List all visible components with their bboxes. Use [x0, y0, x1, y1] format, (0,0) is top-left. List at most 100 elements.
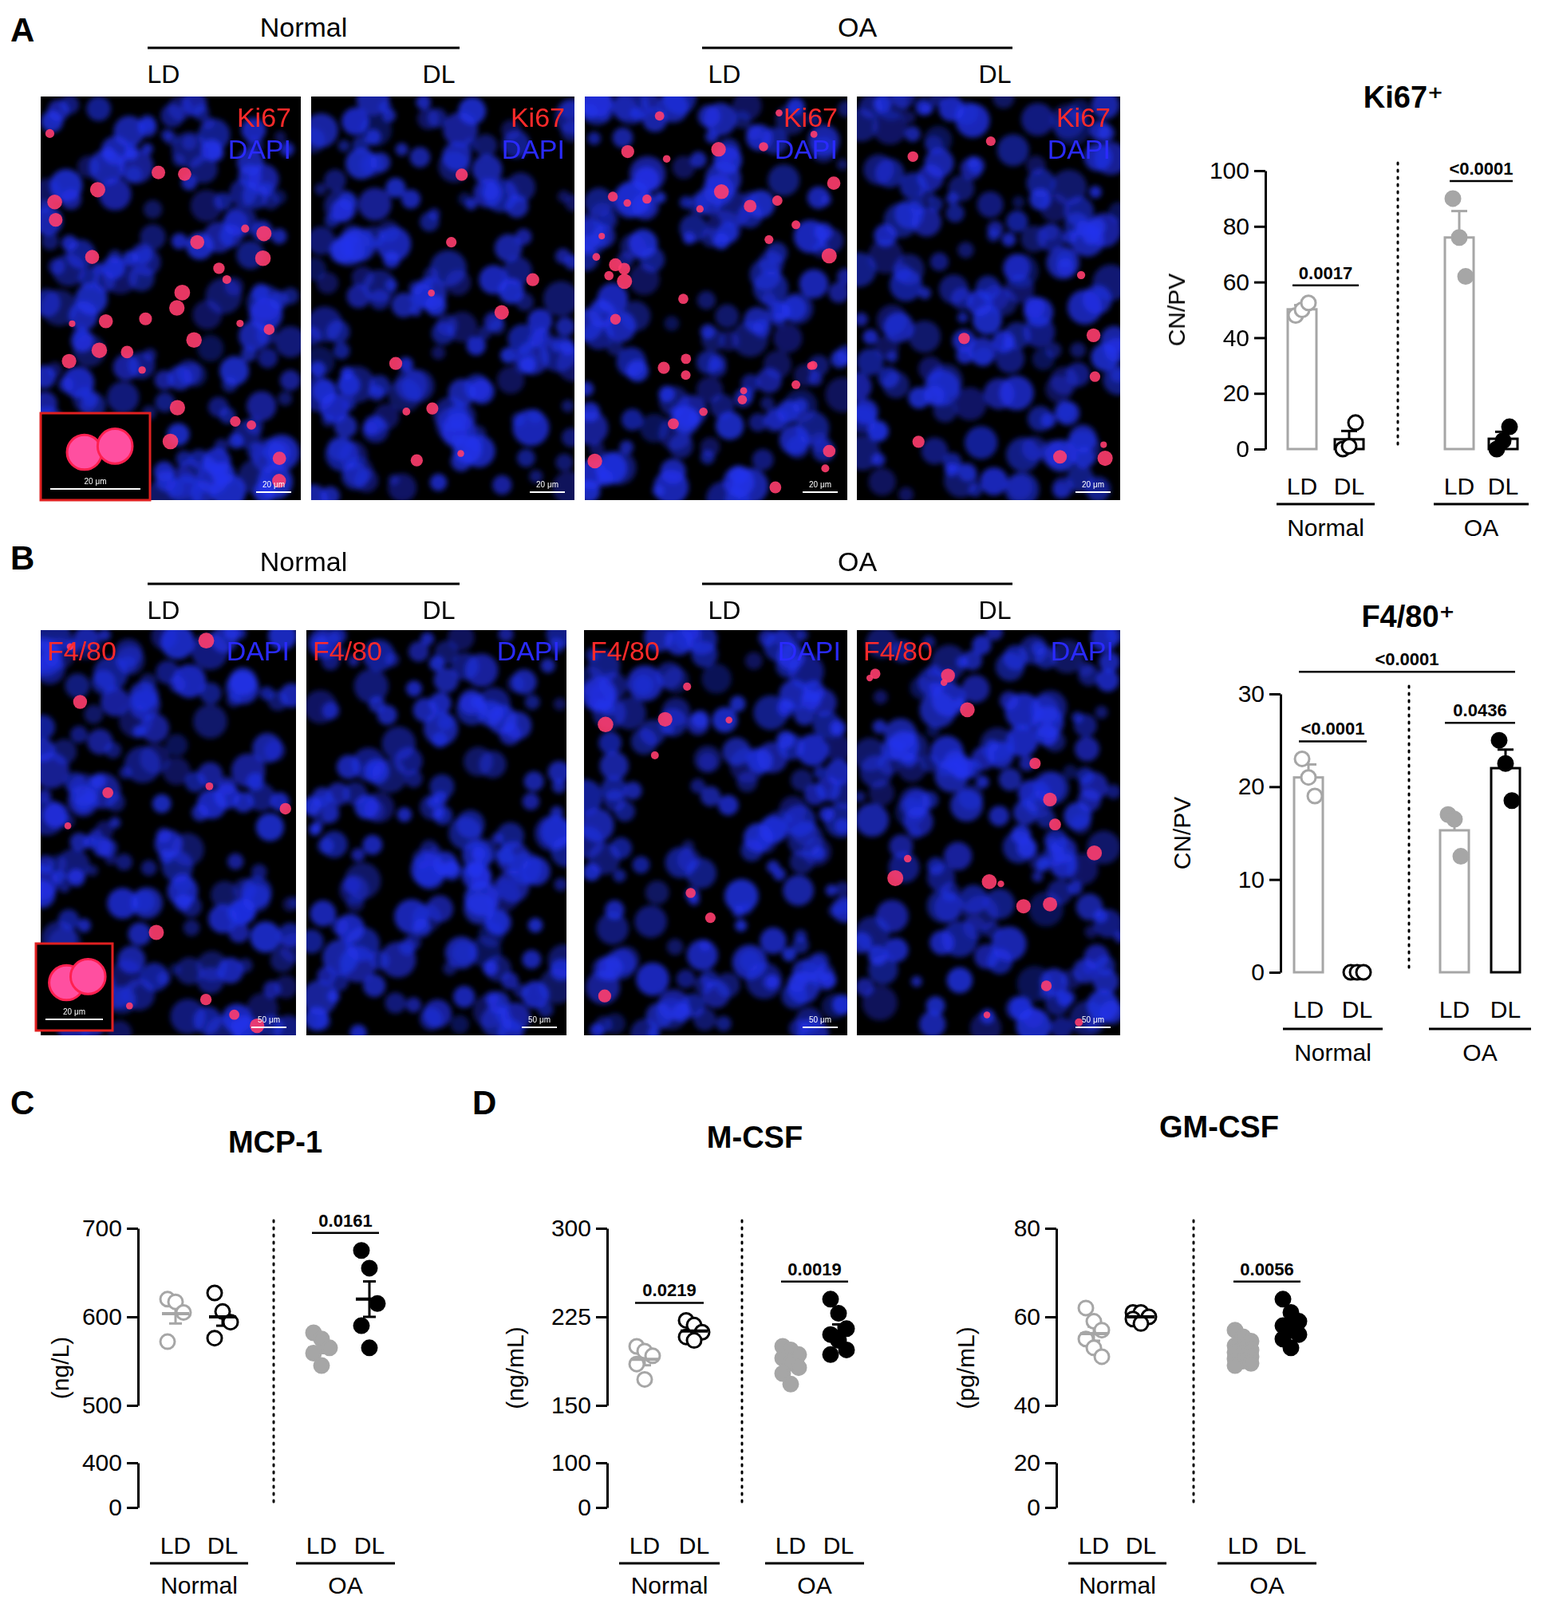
nucleus	[1086, 830, 1121, 865]
micrograph: F4/80DAPI50 μm20 μm	[23, 618, 309, 1053]
nucleus	[311, 484, 328, 501]
scale-bar	[251, 1026, 287, 1029]
tick-label: 0	[1026, 1494, 1041, 1521]
stained-cell	[658, 712, 673, 727]
nucleus	[718, 795, 739, 817]
data-point	[1078, 1301, 1094, 1316]
stained-cell	[151, 165, 166, 180]
plot-area	[1078, 1292, 1307, 1374]
nucleus	[999, 691, 1019, 711]
stained-cell	[958, 332, 970, 344]
data-point	[1243, 1356, 1259, 1371]
stained-cell	[126, 1002, 134, 1011]
bar	[1444, 237, 1474, 450]
nucleus	[634, 905, 667, 939]
nucleus	[354, 669, 389, 704]
figure: ABCDNormalLDDLOALDDLKi67DAPI20 μm20 μmKi…	[0, 0, 1551, 1600]
nucleus	[107, 249, 122, 264]
stained-cells	[389, 168, 540, 466]
stained-cell	[240, 224, 249, 233]
stained-cell	[667, 418, 679, 430]
chart-title: MCP-1	[228, 1125, 323, 1160]
data-point	[1341, 439, 1357, 454]
stained-cells	[64, 632, 292, 1034]
nucleus	[919, 691, 957, 729]
nucleus	[143, 348, 157, 362]
nucleus	[1069, 1000, 1106, 1036]
stained-cell	[48, 213, 63, 227]
y-tick: 20	[1238, 773, 1281, 800]
stained-cell	[982, 874, 998, 890]
stained-cell	[98, 314, 114, 329]
nucleus	[813, 765, 827, 779]
nucleus	[448, 378, 477, 407]
nucleus	[1012, 196, 1025, 209]
nucleus	[1045, 246, 1080, 281]
nucleus	[474, 134, 498, 158]
tick-label: 60	[1014, 1303, 1041, 1330]
nucleus	[446, 311, 478, 343]
plot-area	[629, 1292, 854, 1393]
error-bar-cap	[169, 1322, 182, 1326]
stained-cell	[791, 380, 801, 390]
nucleus	[351, 136, 369, 154]
tick-label: 300	[551, 1215, 592, 1242]
tick-label: 225	[551, 1303, 592, 1330]
y-axis-line	[1279, 694, 1283, 974]
column-header: DL	[978, 59, 1012, 89]
nucleus	[717, 221, 739, 243]
y-tick: 0	[1235, 435, 1266, 462]
nucleus	[555, 317, 575, 337]
nucleus	[676, 970, 696, 990]
nucleus	[554, 878, 567, 892]
nucleus	[82, 392, 99, 408]
panel-letter: A	[10, 11, 35, 49]
nucleus	[700, 786, 721, 807]
nucleus	[343, 876, 362, 896]
nucleus	[1069, 342, 1086, 359]
nucleus	[442, 962, 457, 976]
tick-mark	[1269, 693, 1281, 696]
inset-scale-bar	[50, 488, 141, 490]
nucleus	[401, 369, 435, 403]
nucleus	[599, 751, 629, 781]
tick-label: 150	[551, 1392, 592, 1419]
nucleus	[382, 251, 400, 269]
data-point	[1227, 1358, 1243, 1374]
y-tick: 0	[1251, 959, 1281, 986]
nucleus	[242, 884, 271, 912]
counterstain-label: DAPI	[1050, 635, 1114, 667]
nucleus	[745, 651, 763, 670]
y-axis-title: CN/PV	[1163, 273, 1190, 348]
nucleus	[213, 192, 233, 211]
tick-label: 700	[82, 1215, 123, 1242]
nucleus	[522, 793, 541, 811]
nucleus	[799, 268, 829, 299]
nucleus	[614, 180, 652, 218]
stained-cell	[738, 394, 748, 405]
nucleus	[358, 187, 392, 222]
scale-bar-label: 20 μm	[809, 480, 832, 490]
nucleus	[457, 192, 471, 206]
nuclei	[311, 96, 575, 501]
nucleus	[1077, 664, 1100, 687]
nucleus	[882, 371, 910, 399]
nucleus	[633, 674, 655, 696]
data-point	[1453, 849, 1469, 865]
bar	[1491, 768, 1520, 973]
tick-mark	[1045, 1227, 1057, 1231]
tick-mark	[1269, 785, 1281, 789]
stained-cell	[68, 320, 75, 328]
nucleus	[758, 250, 784, 276]
nucleus	[257, 347, 278, 368]
category-label: DL	[1333, 473, 1365, 500]
y-axis: 0102030	[1238, 680, 1282, 986]
nucleus	[477, 687, 511, 721]
group-divider	[741, 1220, 744, 1508]
nucleus	[277, 391, 293, 407]
nucleus	[926, 724, 940, 739]
nucleus	[836, 158, 848, 170]
mean-line	[1127, 1315, 1155, 1319]
stained-cell	[740, 387, 748, 395]
y-tick: 80	[1014, 1215, 1057, 1242]
